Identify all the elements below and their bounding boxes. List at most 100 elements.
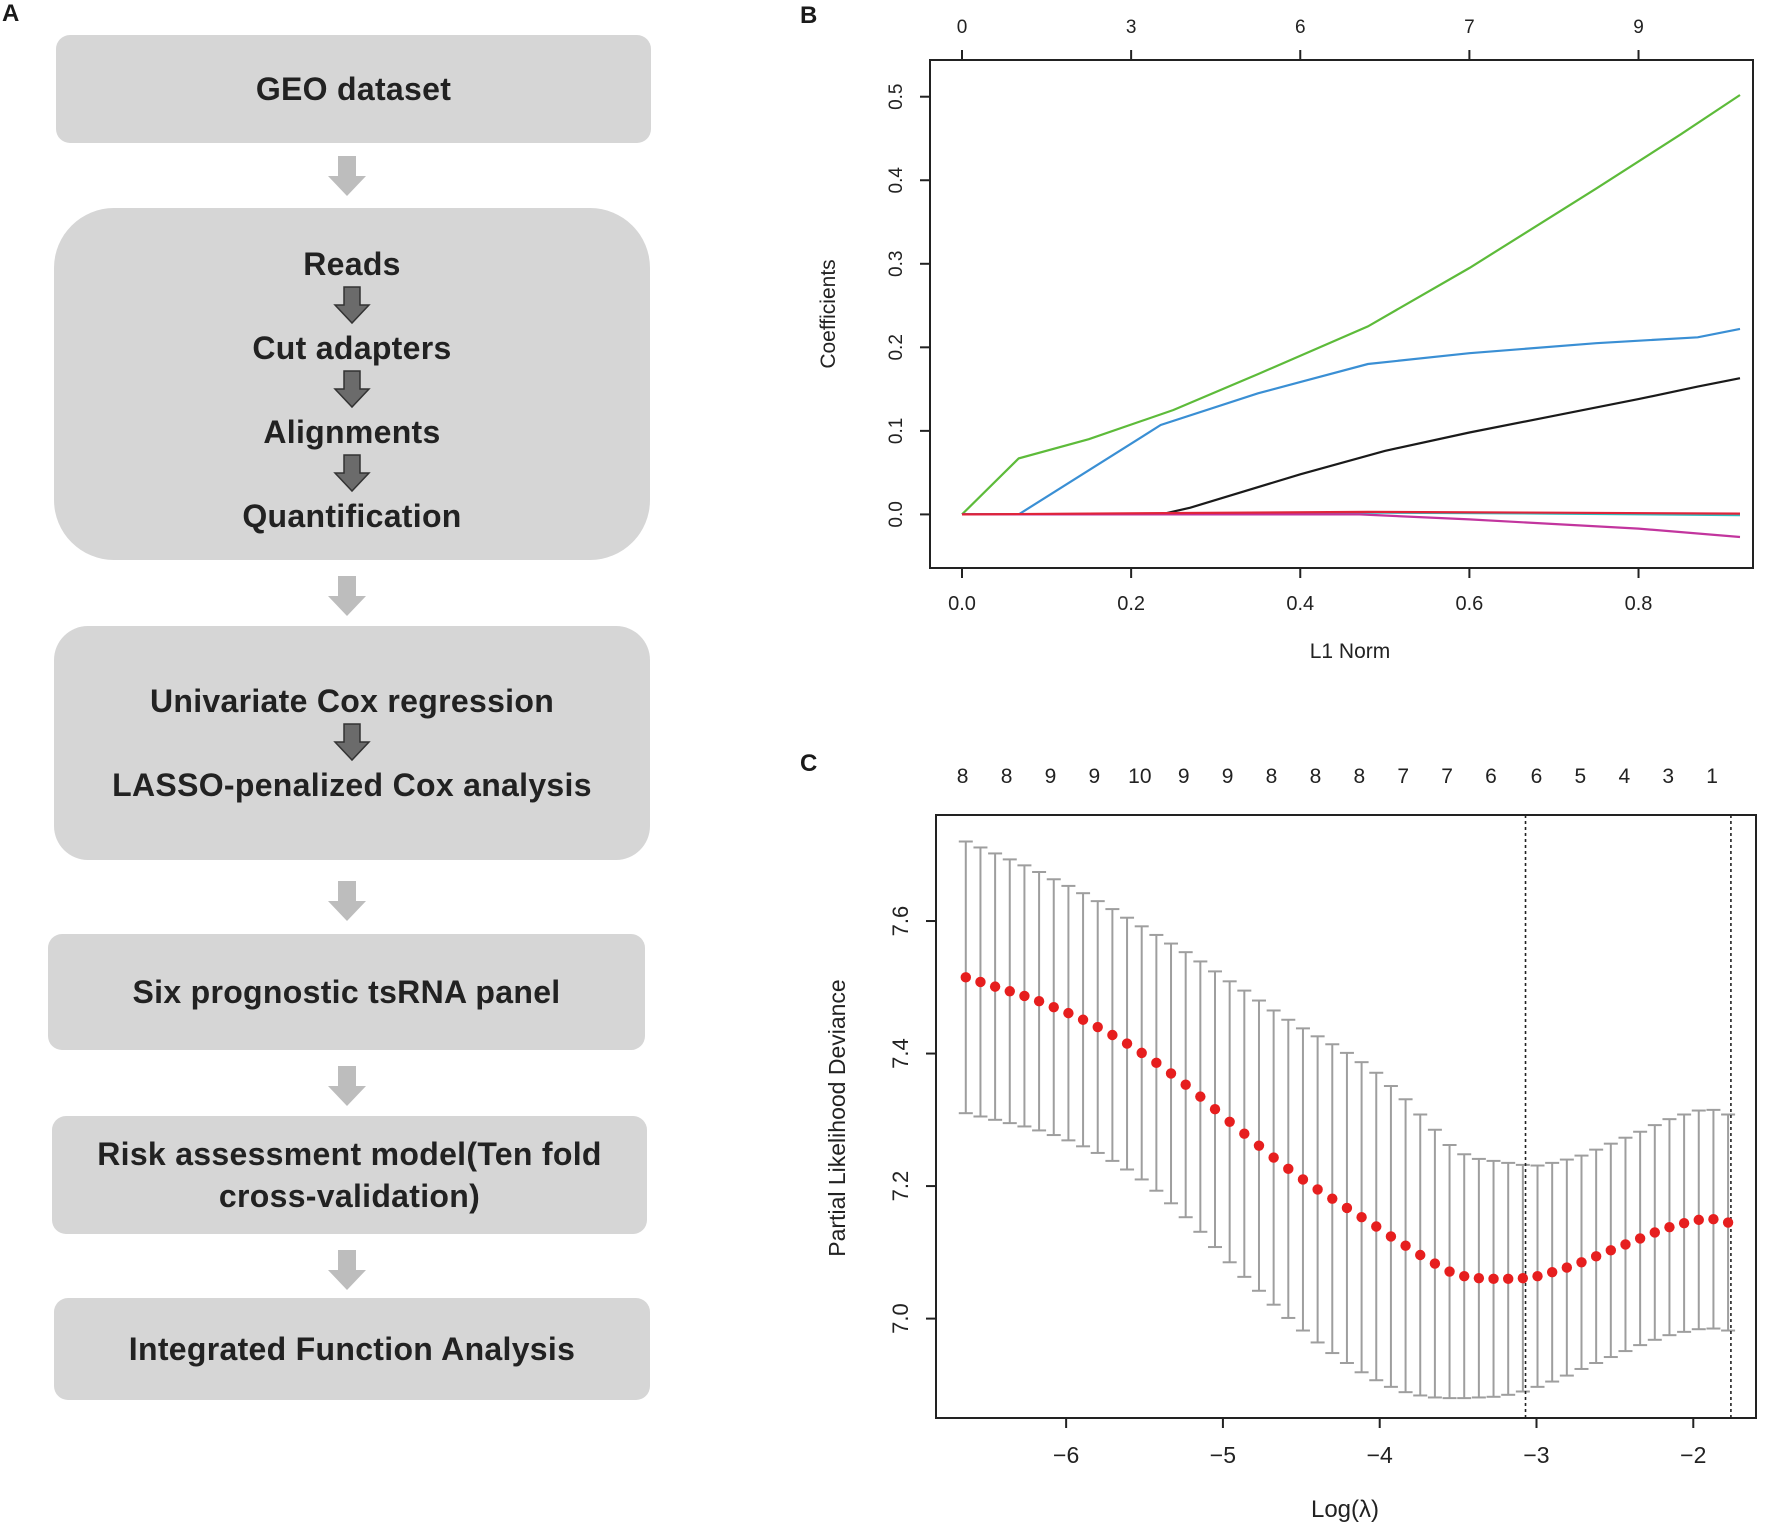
geo-dataset-label: GEO dataset	[255, 71, 452, 107]
deviance-point	[1708, 1214, 1719, 1225]
top-count-label: 4	[1618, 765, 1630, 788]
top-count-label: 8	[1001, 765, 1013, 788]
integrated-analysis-label: Integrated Function Analysis	[128, 1331, 576, 1367]
deviance-point	[1209, 1104, 1221, 1115]
geo-dataset-box: GEO dataset	[56, 35, 651, 143]
deviance-point	[1048, 1001, 1059, 1013]
deviance-point	[1136, 1047, 1147, 1059]
x-tick-label: −3	[1523, 1442, 1549, 1468]
x-tick-label: 0.4	[1286, 593, 1314, 615]
deviance-point	[1415, 1249, 1426, 1261]
y-tick-label: 7.0	[888, 1303, 913, 1334]
deviance-point	[1121, 1038, 1133, 1049]
y-axis-title: Coefficients	[817, 259, 840, 368]
top-count-label: 6	[1485, 765, 1497, 788]
risk-model-line2: cross-validation)	[218, 1178, 481, 1214]
cox-lasso-label: LASSO-penalized Cox analysis	[112, 767, 592, 803]
top-count-label: 6	[1531, 765, 1543, 788]
deviance-point	[1664, 1221, 1675, 1233]
deviance-point	[1532, 1270, 1543, 1282]
plot-frame	[929, 59, 1754, 569]
x-tick-label: −4	[1367, 1442, 1393, 1468]
x-tick-label: 0.0	[948, 593, 976, 615]
series-line-black	[962, 377, 1741, 516]
deviance-point	[1019, 990, 1030, 1002]
top-tick-label: 6	[1295, 17, 1306, 38]
top-count-label: 9	[1178, 765, 1190, 788]
deviance-point	[1590, 1251, 1602, 1262]
deviance-point	[1371, 1221, 1382, 1232]
step-reads: Reads	[303, 246, 401, 282]
y-tick-label: 7.6	[888, 906, 913, 937]
deviance-point	[1195, 1091, 1206, 1102]
top-count-label: 5	[1575, 765, 1587, 788]
deviance-point	[1678, 1217, 1690, 1229]
panel-letter-c: C	[800, 750, 818, 777]
deviance-point	[989, 981, 1001, 992]
deviance-point	[1444, 1266, 1455, 1277]
deviance-point	[975, 976, 986, 988]
deviance-point	[1356, 1212, 1367, 1223]
arrow-down-icon	[333, 370, 371, 409]
top-count-label: 3	[1662, 765, 1674, 788]
step-cut-adapters: Cut adapters	[252, 330, 452, 366]
deviance-point	[1634, 1233, 1646, 1244]
deviance-point	[1180, 1079, 1191, 1090]
deviance-point	[1312, 1184, 1323, 1195]
step-quantification: Quantification	[242, 498, 462, 534]
plot-frame	[935, 814, 1757, 1419]
x-tick-label: 0.2	[1117, 593, 1145, 615]
y-tick-label: 0.2	[886, 334, 907, 360]
deviance-point	[1649, 1227, 1660, 1238]
deviance-point	[1620, 1239, 1631, 1250]
deviance-point	[1283, 1163, 1294, 1175]
top-count-label: 9	[1089, 765, 1101, 788]
panel-letter-a: A	[2, 0, 20, 27]
top-count-label: 8	[1310, 765, 1322, 788]
x-tick-label: 0.8	[1625, 593, 1653, 615]
top-count-label: 7	[1397, 765, 1409, 788]
top-count-label: 1	[1706, 765, 1718, 788]
deviance-point	[1004, 986, 1015, 997]
deviance-point	[1605, 1245, 1617, 1256]
y-tick-label: 0.3	[886, 251, 907, 277]
deviance-point	[1077, 1014, 1089, 1025]
deviance-point	[1268, 1152, 1279, 1163]
cox-univariate-label: Univariate Cox regression	[149, 683, 555, 719]
top-tick-label: 3	[1126, 17, 1137, 38]
series-line-magenta	[962, 513, 1741, 539]
deviance-point	[1224, 1116, 1235, 1128]
deviance-point	[1107, 1029, 1118, 1041]
x-tick-label: −5	[1210, 1442, 1236, 1468]
x-tick-label: 0.6	[1455, 593, 1483, 615]
deviance-point	[960, 972, 971, 983]
deviance-point	[1576, 1257, 1587, 1268]
deviance-point	[1385, 1231, 1397, 1242]
y-tick-label: 7.2	[888, 1171, 913, 1202]
top-count-label: 7	[1441, 765, 1453, 788]
deviance-point	[1722, 1217, 1734, 1228]
deviance-point	[1239, 1128, 1250, 1139]
y-tick-label: 0.1	[886, 418, 907, 444]
risk-model-box: Risk assessment model(Ten fold cross-val…	[52, 1116, 647, 1234]
arrow-down-icon	[333, 723, 371, 762]
x-axis-title: Log(λ)	[1311, 1496, 1379, 1523]
deviance-point	[1429, 1258, 1441, 1269]
deviance-point	[1459, 1270, 1470, 1282]
deviance-point	[1092, 1021, 1103, 1033]
y-tick-label: 0.0	[886, 501, 907, 527]
top-count-label: 8	[1353, 765, 1365, 788]
deviance-point	[1400, 1240, 1411, 1251]
tsrna-panel-box: Six prognostic tsRNA panel	[48, 934, 645, 1050]
series-line-green	[961, 94, 1741, 516]
preprocessing-box: Reads Cut adapters Alignments Quantifica…	[54, 208, 650, 560]
deviance-point	[1561, 1262, 1573, 1273]
deviance-point	[1253, 1140, 1265, 1151]
tsrna-panel-label: Six prognostic tsRNA panel	[132, 974, 561, 1010]
y-axis-title: Partial Likelihood Deviance	[824, 979, 850, 1256]
top-count-label: 10	[1128, 765, 1151, 788]
top-count-label: 8	[957, 765, 969, 788]
deviance-point	[1063, 1007, 1074, 1019]
